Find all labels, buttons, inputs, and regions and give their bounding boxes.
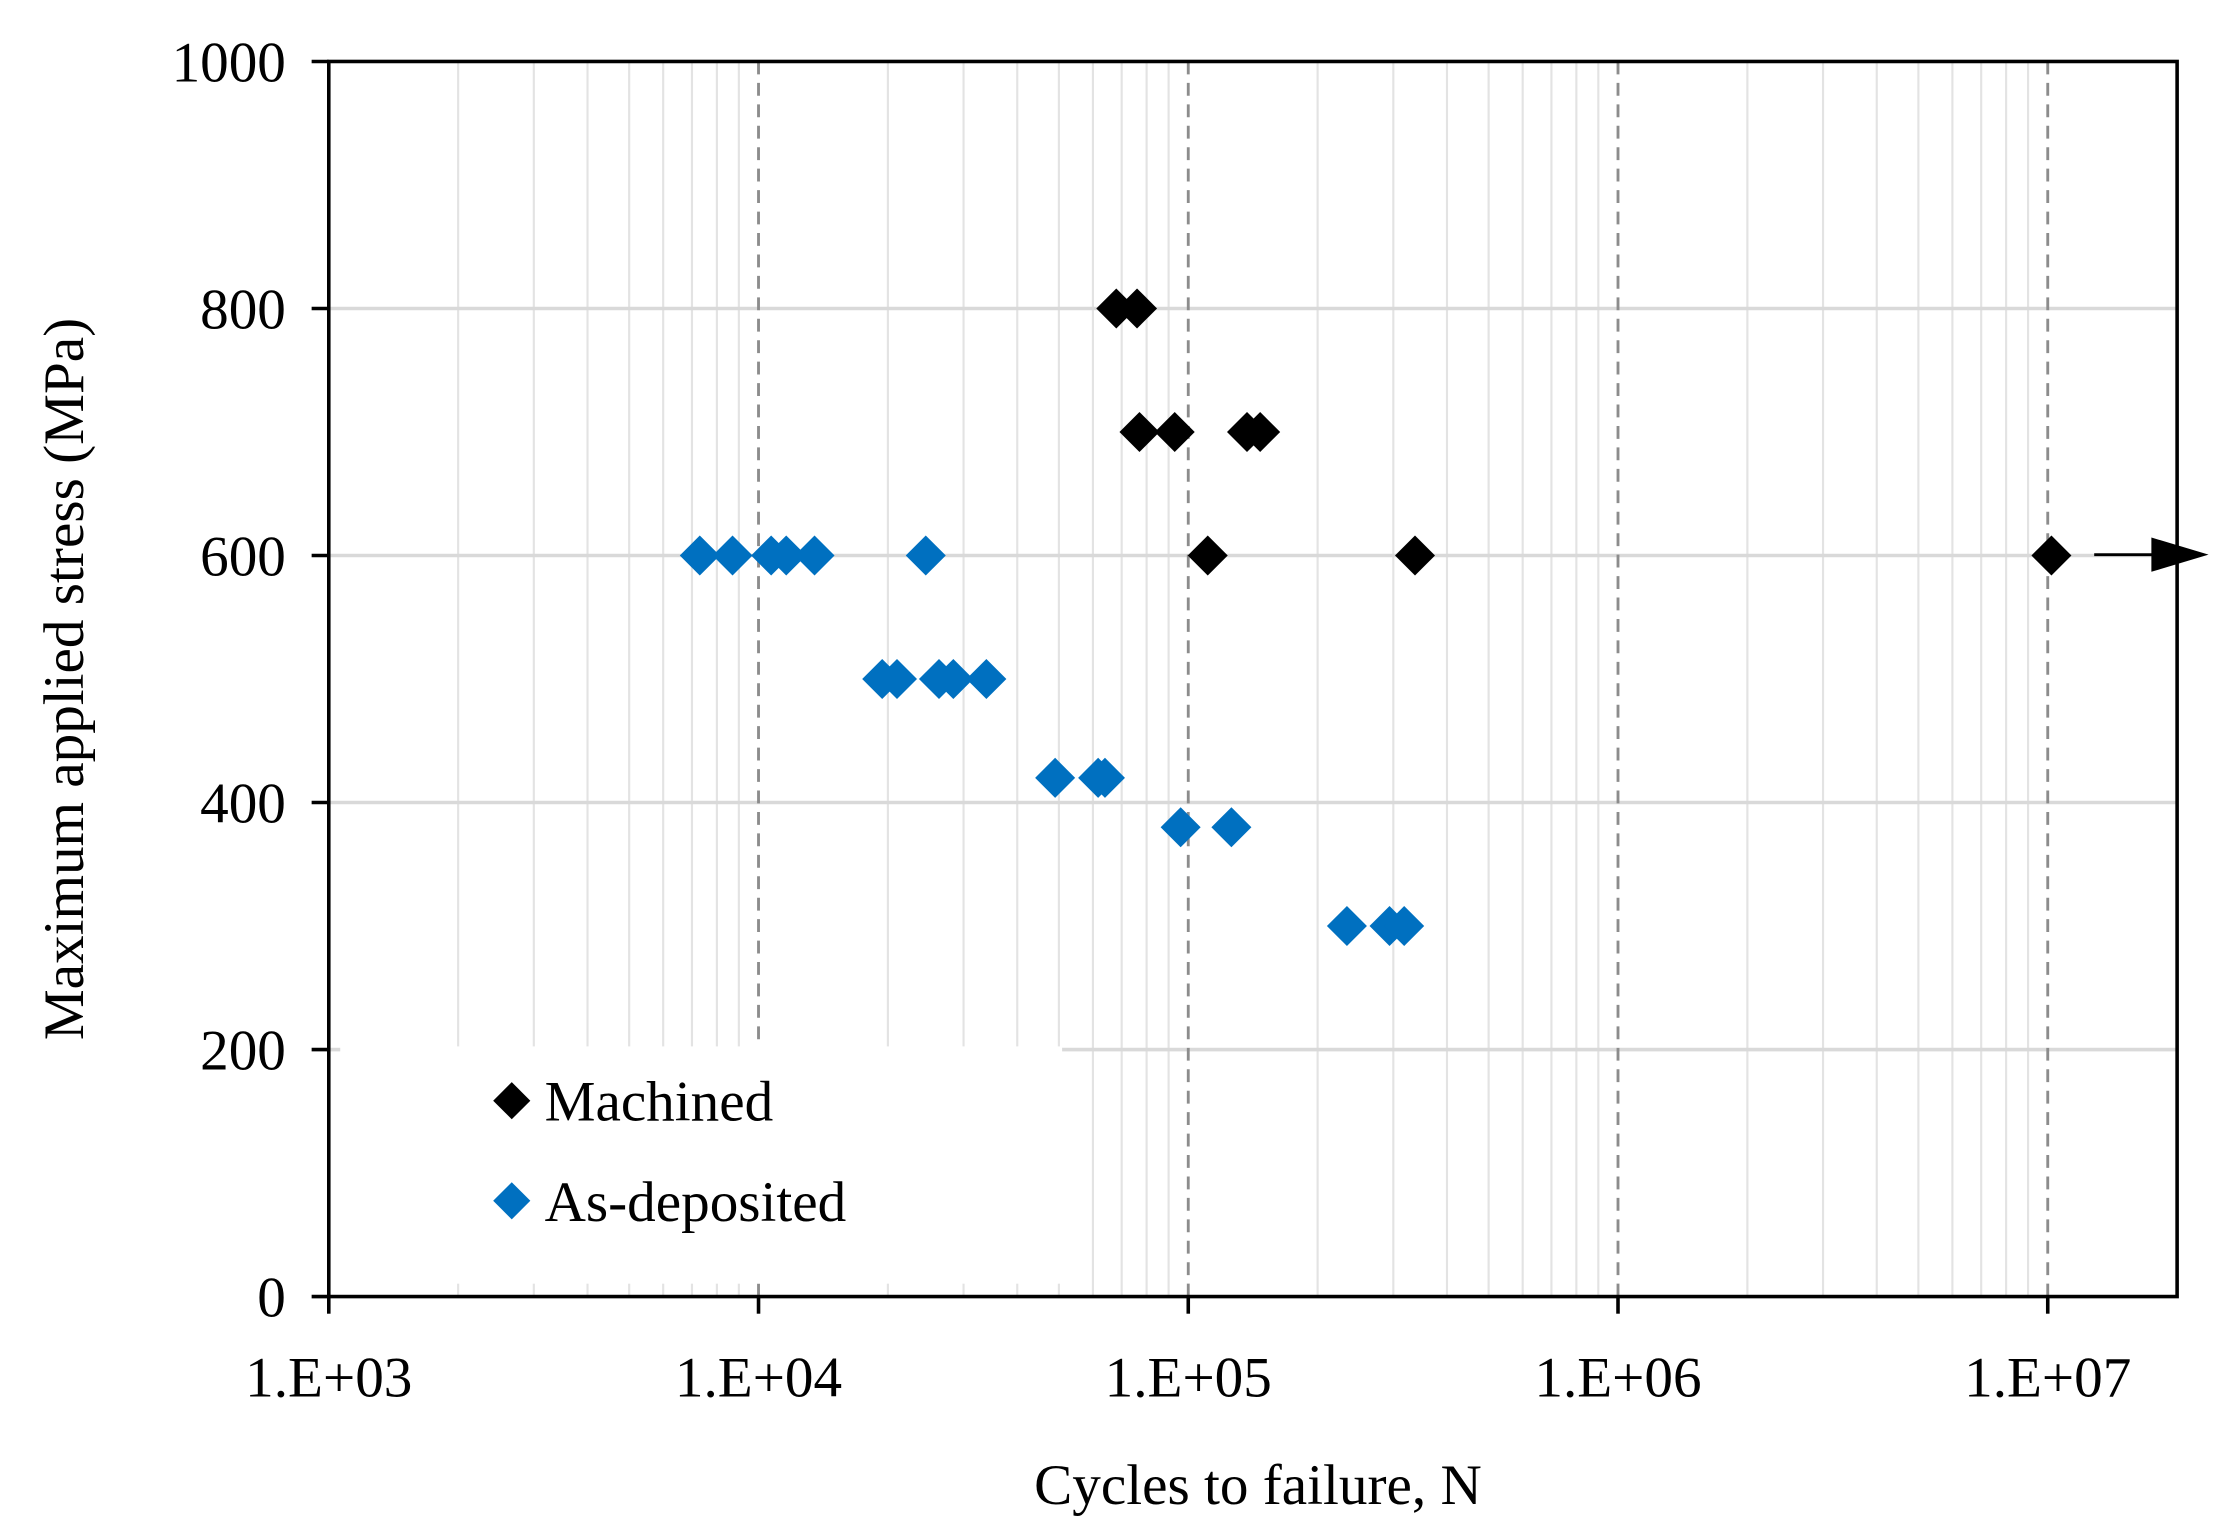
legend-box bbox=[340, 1046, 1063, 1284]
x-tick-label: 1.E+06 bbox=[1534, 1347, 1701, 1410]
x-tick-label: 1.E+07 bbox=[1964, 1347, 2131, 1410]
data-point bbox=[1160, 807, 1201, 848]
data-point bbox=[1154, 411, 1195, 453]
y-tick-label: 600 bbox=[200, 526, 286, 589]
data-point bbox=[1394, 535, 1436, 576]
y-axis-label: Maximum applied stress (MPa) bbox=[33, 318, 96, 1040]
x-tick-label: 1.E+03 bbox=[245, 1347, 412, 1410]
y-tick-label: 1000 bbox=[172, 31, 286, 94]
data-point bbox=[905, 535, 946, 576]
grid: 0 200 400 600 800 1000 1.E+03 1.E+04 1.E+05 1.E+0… bbox=[172, 31, 2179, 1410]
y-tick-label: 800 bbox=[200, 279, 286, 342]
marks: Machined As-deposited bbox=[340, 288, 2072, 1284]
y-tick-label: 0 bbox=[257, 1267, 286, 1330]
data-point bbox=[1117, 288, 1158, 329]
y-tick-label: 200 bbox=[200, 1020, 286, 1083]
data-point bbox=[1084, 757, 1125, 798]
legend-label: Machined bbox=[545, 1071, 774, 1134]
data-point bbox=[966, 659, 1007, 700]
data-point bbox=[712, 535, 753, 576]
data-point bbox=[1211, 807, 1252, 848]
data-point bbox=[1096, 288, 1137, 329]
data-point bbox=[1119, 411, 1160, 453]
x-tick-label: 1.E+04 bbox=[675, 1347, 842, 1410]
data-point bbox=[1187, 535, 1228, 576]
data-point bbox=[2031, 535, 2072, 576]
data-point bbox=[1326, 906, 1367, 947]
y-tick-label: 400 bbox=[200, 773, 286, 836]
data-point bbox=[794, 535, 835, 576]
data-point bbox=[933, 659, 974, 700]
x-tick-label: 1.E+05 bbox=[1105, 1347, 1272, 1410]
data-point bbox=[1035, 757, 1076, 798]
plot-frame bbox=[326, 59, 2179, 1299]
legend: Machined As-deposited bbox=[340, 1046, 1063, 1284]
run-out-arrowhead bbox=[2151, 537, 2209, 572]
data-point bbox=[876, 659, 918, 700]
x-axis-label: Cycles to failure, N bbox=[1034, 1454, 1482, 1517]
data-point bbox=[679, 535, 720, 576]
data-point bbox=[766, 535, 807, 576]
legend-label: As-deposited bbox=[545, 1171, 847, 1234]
